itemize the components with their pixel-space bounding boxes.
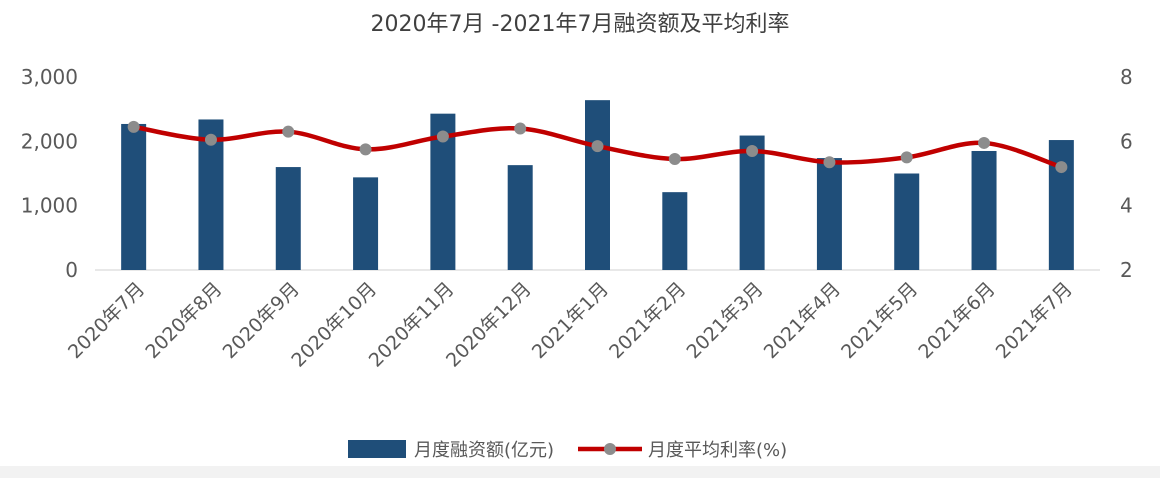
y-left-tick-label: 1,000 [21, 194, 78, 218]
rate-point [1055, 161, 1068, 174]
x-tick-label: 2021年2月 [605, 278, 690, 363]
y-right-tick-label: 2 [1120, 258, 1133, 282]
x-tick-label: 2021年5月 [837, 278, 922, 363]
bar [816, 158, 842, 270]
y-right-tick-label: 4 [1120, 194, 1133, 218]
y-left-tick-label: 3,000 [21, 65, 78, 89]
bar [971, 150, 997, 270]
x-tick-label: 2021年3月 [682, 278, 767, 363]
bar [507, 165, 533, 270]
legend-line-marker [604, 443, 616, 455]
bar [739, 135, 765, 270]
x-tick-label: 2021年1月 [528, 278, 613, 363]
chart-title: 2020年7月 -2021年7月融资额及平均利率 [370, 12, 790, 37]
rate-point [900, 151, 913, 164]
x-tick-label: 2020年8月 [141, 278, 226, 363]
rate-point [746, 144, 759, 157]
bar [662, 192, 688, 270]
rate-point [127, 120, 140, 133]
bar [275, 167, 301, 270]
rate-point [359, 143, 372, 156]
x-tick-label: 2021年7月 [992, 278, 1077, 363]
y-left-tick-label: 2,000 [21, 129, 78, 153]
x-tick-label: 2021年4月 [760, 278, 845, 363]
rate-point [436, 130, 449, 143]
bar [894, 173, 920, 270]
rate-point [823, 156, 836, 169]
rate-point [282, 125, 295, 138]
x-tick-label: 2020年9月 [219, 278, 304, 363]
bar [585, 100, 610, 270]
bar [353, 177, 379, 270]
rate-point [591, 140, 604, 153]
rate-point [204, 133, 217, 146]
bar [121, 123, 147, 270]
y-left-tick-label: 0 [65, 258, 78, 282]
legend-line-label: 月度平均利率(%) [648, 440, 787, 461]
rate-point [668, 153, 681, 166]
y-right-tick-label: 6 [1120, 129, 1133, 153]
rate-point [514, 122, 527, 135]
legend-bar-swatch [348, 440, 406, 458]
legend-bar-label: 月度融资额(亿元) [414, 440, 554, 461]
y-right-tick-label: 8 [1120, 65, 1133, 89]
x-tick-label: 2020年7月 [64, 278, 149, 363]
bottom-strip [0, 466, 1160, 478]
x-tick-label: 2021年6月 [914, 278, 999, 363]
rate-point [978, 136, 991, 149]
bar [1048, 140, 1074, 270]
